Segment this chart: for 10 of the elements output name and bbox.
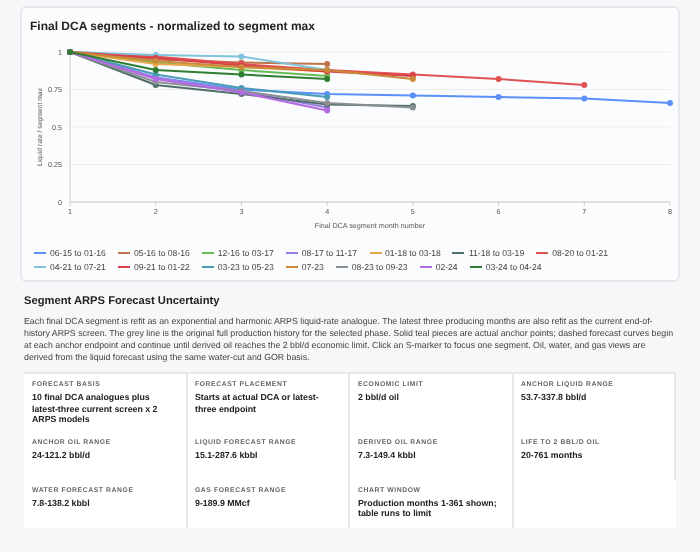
point bbox=[152, 67, 159, 73]
point bbox=[324, 61, 331, 67]
point bbox=[667, 100, 673, 106]
point bbox=[581, 82, 588, 88]
point bbox=[409, 92, 416, 99]
point bbox=[238, 53, 245, 60]
point bbox=[238, 71, 245, 78]
point bbox=[495, 76, 502, 82]
point bbox=[581, 95, 588, 102]
point bbox=[495, 94, 502, 100]
